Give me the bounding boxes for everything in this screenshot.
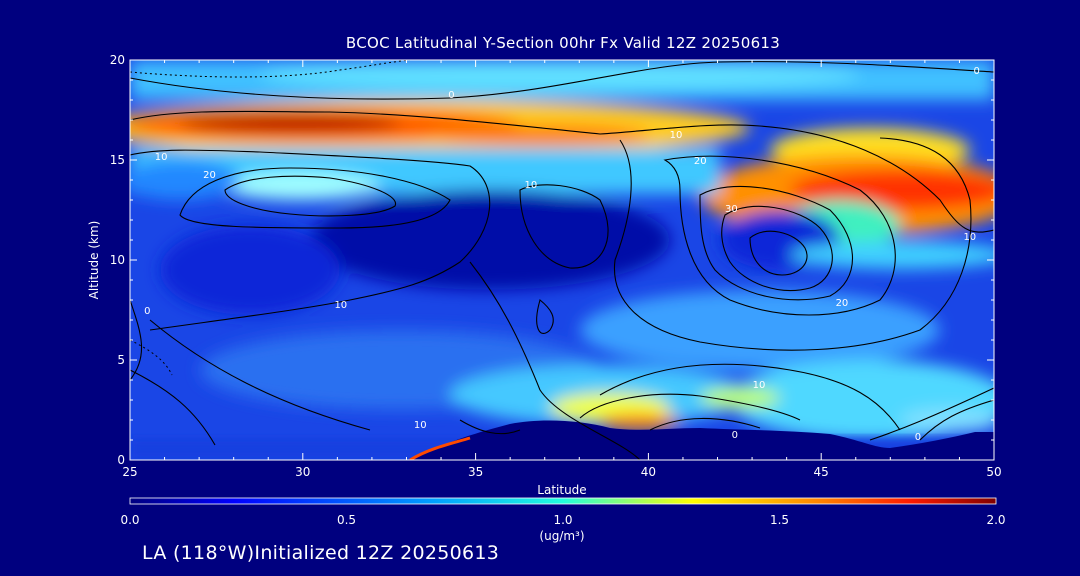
colorbar-tick-label: 1.5 [770,513,789,527]
y-tick-label: 10 [110,253,125,267]
colorbar-tick-label: 0.5 [337,513,356,527]
contour-lines [130,61,994,460]
x-axis: 25 30 35 40 45 50 [122,60,1002,479]
x-tick-label: 30 [295,465,310,479]
y-tick-label: 15 [110,153,125,167]
x-tick-label: 45 [814,465,829,479]
contour-label: 30 [725,204,738,215]
contour-label: 0 [144,306,150,317]
colorbar-ticks: 0.0 0.5 1.0 1.5 2.0 [120,513,1005,527]
colorbar-tick-label: 1.0 [553,513,572,527]
contour-label: 10 [414,420,427,431]
chart-title: BCOC Latitudinal Y-Section 00hr Fx Valid… [345,34,781,52]
contour-label: 10 [753,380,766,391]
y-tick-label: 20 [110,53,125,67]
contour-label: 10 [963,232,976,243]
contour-label: 0 [915,432,921,443]
y-axis-label: Altitude (km) [87,221,101,300]
colorbar-tick-label: 2.0 [986,513,1005,527]
colorbar-tick-label: 0.0 [120,513,139,527]
contour-label: 10 [334,300,347,311]
colorbar-unit-label: (ug/m³) [539,529,584,543]
contour-label: 10 [155,152,168,163]
contour-label: 0 [974,66,980,77]
contour-label: 20 [694,156,707,167]
colorbar [129,497,997,505]
x-axis-label: Latitude [537,483,586,497]
contour-label: 0 [448,90,454,101]
contour-label: 10 [525,180,538,191]
contour-label: 10 [670,130,683,141]
contour-label: 20 [203,170,216,181]
init-footer: LA (118°W)Initialized 12Z 20250613 [142,542,500,564]
dashed-contours [130,60,411,376]
concentration-field [130,60,994,460]
x-tick-label: 40 [641,465,656,479]
y-tick-label: 5 [117,353,125,367]
y-tick-label: 0 [117,453,125,467]
y-axis: 0 5 10 15 20 [110,53,994,467]
contour-label: 20 [836,298,849,309]
x-tick-label: 35 [468,465,483,479]
x-tick-label: 25 [122,465,137,479]
contour-labels: 0 0 10 10 10 10 10 10 10 20 20 20 30 0 0 0 [144,66,980,443]
contour-label: 0 [732,430,738,441]
x-tick-label: 50 [986,465,1001,479]
